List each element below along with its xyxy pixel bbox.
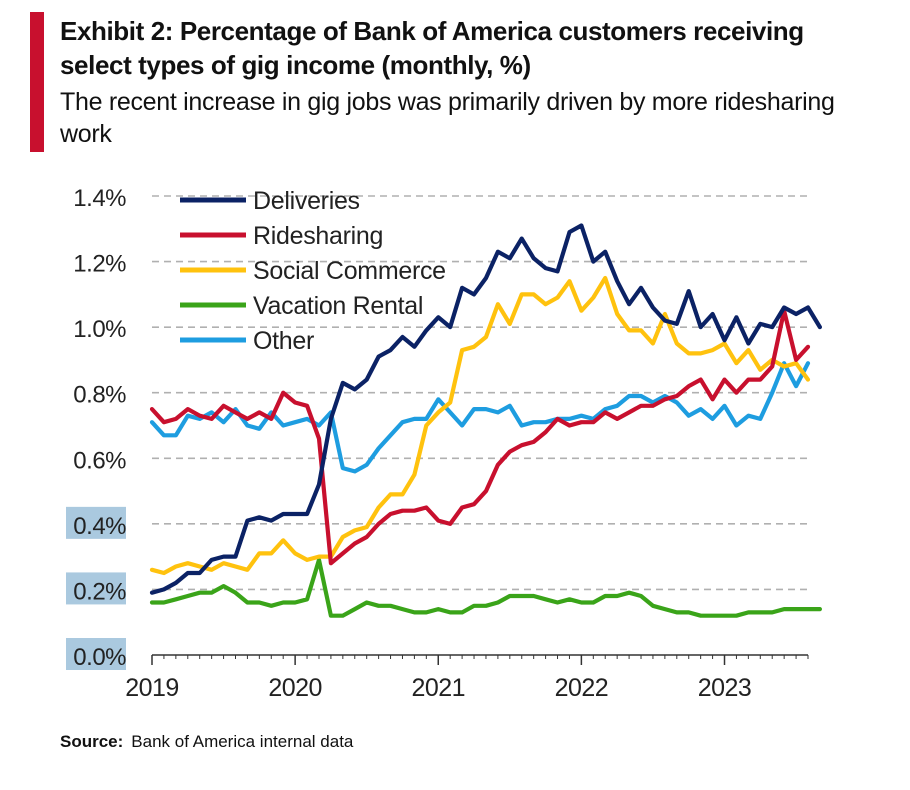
- legend-label-other: Other: [253, 327, 314, 355]
- x-tick-label: 2023: [698, 674, 752, 702]
- legend-label-social-commerce: Social Commerce: [253, 257, 446, 285]
- legend-swatch-deliveries: [180, 197, 246, 203]
- accent-bar: [30, 12, 44, 152]
- y-tick-label: 0.4%: [73, 513, 126, 540]
- legend-swatch-other: [180, 337, 246, 343]
- source-text: Bank of America internal data: [131, 732, 354, 751]
- y-tick-label: 1.4%: [73, 185, 126, 212]
- series-line-ridesharing: [149, 308, 811, 566]
- series-line-social-commerce: [149, 275, 811, 576]
- y-tick-label: 0.8%: [73, 382, 126, 409]
- y-tick-label: 1.2%: [73, 251, 126, 278]
- x-tick-label: 2021: [411, 674, 465, 702]
- y-axis-ticks: 0.0% 0.2% 0.4% 0.6% 0.8% 1.0% 1.2% 1.4%: [66, 185, 127, 671]
- legend-label-deliveries: Deliveries: [253, 187, 360, 215]
- x-tick-label: 2022: [555, 674, 609, 702]
- series-line-other: [149, 361, 811, 474]
- series-line-deliveries: [149, 223, 823, 595]
- legend: Deliveries Ridesharing Social Commerce Vaca…: [180, 187, 446, 355]
- legend-label-ridesharing: Ridesharing: [253, 222, 383, 250]
- legend-label-vacation-rental: Vacation Rental: [253, 292, 423, 320]
- y-tick-label: 0.6%: [73, 447, 126, 474]
- chart-title: Exhibit 2: Percentage of Bank of America…: [60, 16, 804, 80]
- legend-swatch-social-commerce: [180, 267, 246, 273]
- y-tick-label: 0.2%: [73, 578, 126, 605]
- source-label: Source:: [60, 732, 124, 751]
- x-tick-label: 2019: [125, 674, 179, 702]
- source-note: Source: Bank of America internal data: [60, 732, 353, 752]
- series-line-vacation-rental: [149, 557, 823, 618]
- y-tick-label: 1.0%: [73, 316, 126, 343]
- x-tick-label: 2020: [268, 674, 322, 702]
- y-tick-highlight: [66, 572, 126, 605]
- line-chart: 0.0% 0.2% 0.4% 0.6% 0.8% 1.0% 1.2% 1.4% 2019 202…: [66, 185, 823, 702]
- y-tick-highlight: [66, 506, 126, 539]
- y-tick-label: 0.0%: [73, 644, 126, 671]
- legend-swatch-vacation-rental: [180, 302, 246, 308]
- chart-subtitle: The recent increase in gig jobs was prim…: [60, 88, 835, 148]
- y-tick-highlight: [66, 638, 126, 670]
- legend-swatch-ridesharing: [180, 232, 246, 238]
- x-axis: 2019 2020 2021 2022 2023: [125, 654, 809, 702]
- gridlines: [152, 195, 808, 591]
- series-lines: [149, 223, 823, 618]
